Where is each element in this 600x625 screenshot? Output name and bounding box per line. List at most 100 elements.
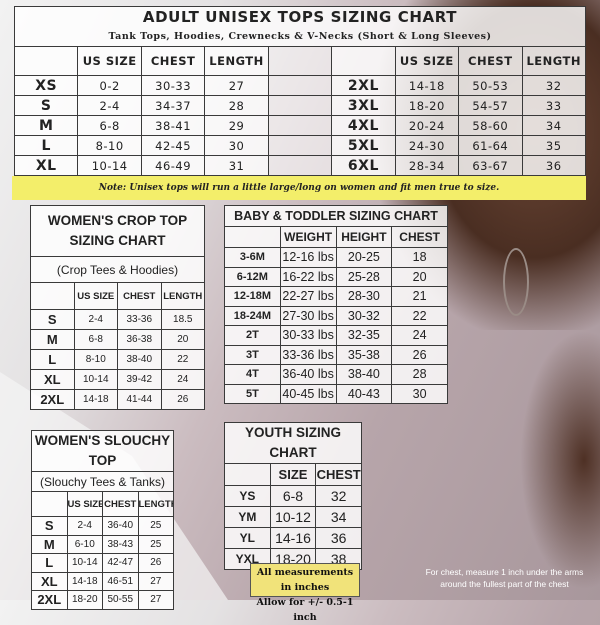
size-value: 26 <box>160 389 205 410</box>
size-value: 28 <box>204 95 269 116</box>
size-value: 40-43 <box>335 383 393 404</box>
table-title: ADULT UNISEX TOPS SIZING CHART <box>14 6 586 27</box>
size-label: 4T <box>224 364 281 385</box>
size-value: 21 <box>391 286 448 307</box>
size-value: 10-14 <box>73 369 118 390</box>
column-header: WEIGHT <box>279 226 337 248</box>
column-header: US SIZE <box>66 491 103 517</box>
column-header: CHEST <box>315 463 362 486</box>
size-value: 24-30 <box>394 135 460 156</box>
size-value: 32 <box>315 485 362 507</box>
column-header: US SIZE <box>73 282 118 310</box>
size-value: 36-40 <box>102 516 139 536</box>
table-title: YOUTH SIZING CHART <box>224 422 362 464</box>
empty-header <box>224 226 281 248</box>
subtitle-row: (Slouchy Tees & Tanks) <box>31 471 174 492</box>
size-value: 38-43 <box>102 534 139 554</box>
size-label: 6XL <box>331 155 396 176</box>
subtitle-row: Tank Tops, Hoodies, Crewnecks & V-Necks … <box>14 27 586 47</box>
size-value: 24 <box>391 325 448 346</box>
size-value: 8-10 <box>77 135 142 156</box>
table-title: WOMEN'S SLOUCHY TOP <box>31 430 174 472</box>
table-row: 2XL 14-18 41-44 26 <box>30 389 205 410</box>
divider <box>267 75 333 96</box>
table-row: YM 10-12 34 <box>224 506 362 528</box>
empty-header <box>31 491 68 517</box>
subtitle-row: (Crop Tees & Hoodies) <box>30 256 205 283</box>
size-label: XL <box>31 571 68 591</box>
size-value: 50-53 <box>458 75 523 96</box>
size-value: 30-33 lbs <box>279 325 337 346</box>
size-value: 24 <box>160 369 205 390</box>
column-header: CHEST <box>102 491 139 517</box>
size-value: 2-4 <box>73 309 118 330</box>
size-value: 61-64 <box>458 135 523 156</box>
table-title: BABY & TODDLER SIZING CHART <box>224 205 448 227</box>
size-label: M <box>30 329 75 350</box>
table-row: 5T 40-45 lbs 40-43 30 <box>224 383 448 404</box>
size-value: 22-27 lbs <box>279 286 337 307</box>
size-label: M <box>13 115 79 136</box>
womens-slouchy-top-sizing-table: WOMEN'S SLOUCHY TOP (Slouchy Tees & Tanks… <box>31 430 174 610</box>
size-value: 40-45 lbs <box>279 383 337 404</box>
table-row: L 10-14 42-47 26 <box>31 553 174 573</box>
size-value: 27 <box>204 75 269 96</box>
hoop-earring <box>503 248 529 316</box>
size-label: 2T <box>224 325 281 346</box>
size-label: S <box>30 309 75 330</box>
header-row: WEIGHT HEIGHT CHEST <box>224 226 448 248</box>
size-value: 14-18 <box>73 389 118 410</box>
table-row: S 2-4 36-40 25 <box>31 516 174 536</box>
divider <box>267 115 333 136</box>
divider <box>267 95 333 116</box>
column-header: CHEST <box>391 226 448 248</box>
womens-crop-top-sizing-table: WOMEN'S CROP TOP SIZING CHART (Crop Tees … <box>30 205 205 410</box>
title-row: WOMEN'S CROP TOP SIZING CHART <box>30 205 205 257</box>
column-header: LENGTH <box>137 491 174 517</box>
table-row: M 6-8 38-41 29 4XL 20-24 58-60 34 <box>13 115 586 136</box>
size-value: 18-20 <box>394 95 460 116</box>
header-row: SIZE CHEST <box>224 463 362 486</box>
title-row: BABY & TODDLER SIZING CHART <box>224 205 448 227</box>
size-value: 20 <box>391 266 448 287</box>
size-value: 20 <box>160 329 205 350</box>
chest-measurement-note: For chest, measure 1 inch under the arms… <box>412 566 597 590</box>
size-value: 36 <box>521 155 586 176</box>
size-label: 3-6M <box>224 247 281 268</box>
table-row: S 2-4 34-37 28 3XL 18-20 54-57 33 <box>13 95 586 116</box>
size-value: 10-12 <box>269 506 317 528</box>
size-label: L <box>31 553 68 573</box>
table-row: 6-12M 16-22 lbs 25-28 20 <box>224 266 448 287</box>
size-value: 25 <box>137 534 174 554</box>
size-value: 30 <box>204 135 269 156</box>
size-value: 28-34 <box>394 155 460 176</box>
youth-sizing-table: YOUTH SIZING CHART SIZE CHEST YS 6-8 32 YM 10-1… <box>224 422 362 570</box>
size-value: 35 <box>521 135 586 156</box>
size-value: 28-30 <box>335 286 393 307</box>
size-value: 25-28 <box>335 266 393 287</box>
size-value: 22 <box>391 305 448 326</box>
size-value: 30 <box>391 383 448 404</box>
measurement-units-line: All measurements in inches <box>256 567 354 593</box>
size-value: 36-38 <box>117 329 162 350</box>
size-value: 6-8 <box>73 329 118 350</box>
size-value: 14-18 <box>66 571 103 591</box>
column-header: LENGTH <box>204 46 269 76</box>
size-value: 30-32 <box>335 305 393 326</box>
size-value: 32 <box>521 75 586 96</box>
size-label: 12-18M <box>224 286 281 307</box>
adult-unisex-sizing-table: ADULT UNISEX TOPS SIZING CHART Tank Tops,… <box>13 6 586 176</box>
size-value: 46-49 <box>140 155 206 176</box>
empty-header <box>331 46 396 76</box>
title-row: WOMEN'S SLOUCHY TOP <box>31 430 174 472</box>
size-label: 18-24M <box>224 305 281 326</box>
size-value: 46-51 <box>102 571 139 591</box>
empty-header <box>13 46 79 76</box>
table-row: 18-24M 27-30 lbs 30-32 22 <box>224 305 448 326</box>
table-row: M 6-10 38-43 25 <box>31 534 174 554</box>
size-value: 38-40 <box>117 349 162 370</box>
measurement-units-note: All measurements in inches Allow for +/-… <box>250 563 360 623</box>
column-header: US SIZE <box>394 46 460 76</box>
size-label: XL <box>30 369 75 390</box>
size-value: 12-16 lbs <box>279 247 337 268</box>
